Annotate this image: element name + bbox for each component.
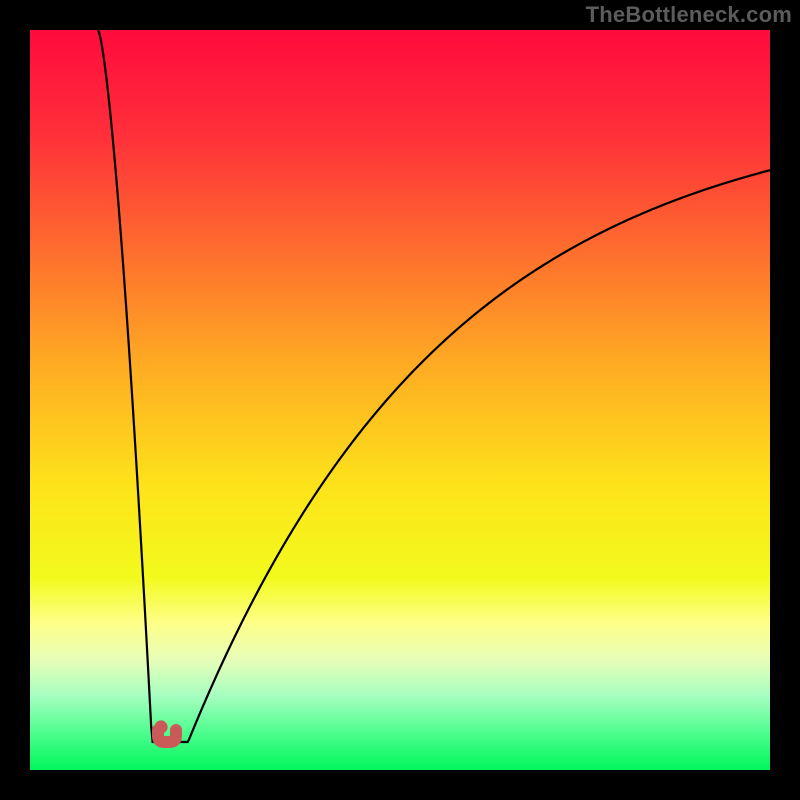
chart-container: TheBottleneck.com — [0, 0, 800, 800]
watermark-text: TheBottleneck.com — [586, 2, 792, 28]
dip-marker-dot — [154, 720, 167, 733]
gradient-plot-area — [30, 30, 770, 770]
bottleneck-chart — [0, 0, 800, 800]
